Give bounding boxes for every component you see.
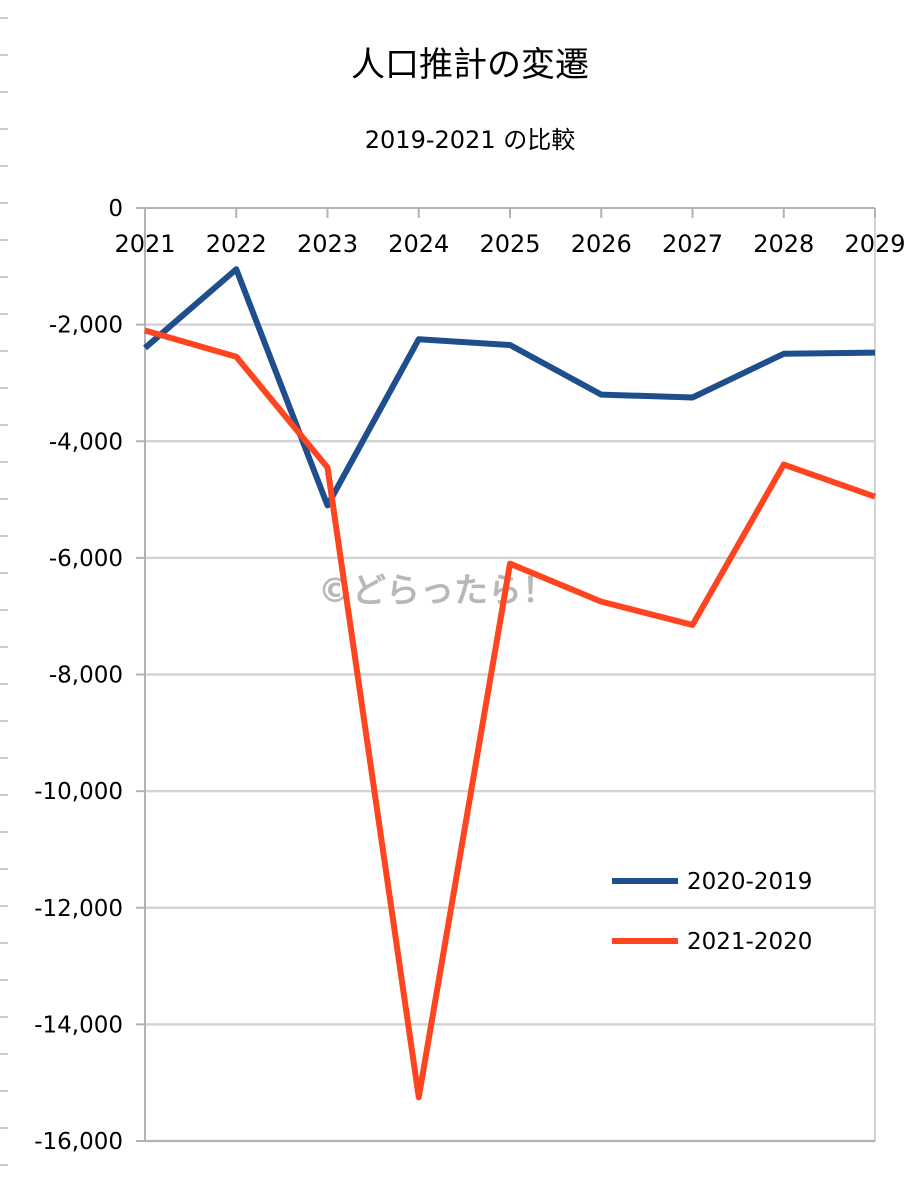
chart-subtitle: 2019-2021 の比較	[365, 126, 575, 154]
series-line-2020-2019	[143, 266, 876, 509]
x-tick-label: 2025	[479, 230, 540, 258]
x-tick-label: 2029	[844, 230, 905, 258]
axes	[144, 207, 876, 1142]
legend-label: 2020-2019	[687, 869, 812, 895]
x-tick-label: 2024	[388, 230, 449, 258]
x-tick-label: 2022	[206, 230, 267, 258]
y-tick-label: -14,000	[34, 1012, 123, 1038]
legend-label: 2021-2020	[687, 929, 812, 955]
y-tick-label: -8,000	[49, 663, 123, 689]
x-tick-label: 2028	[753, 230, 814, 258]
x-axis-ticks: 2021 2022 2023 2024 2025 2026 2027 2028 2029	[114, 208, 906, 258]
x-tick-label: 2027	[662, 230, 723, 258]
series-lines	[143, 266, 876, 1101]
y-tick-label: -6,000	[49, 546, 123, 572]
y-tick-label: -2,000	[49, 313, 123, 339]
y-tick-label: -12,000	[34, 896, 123, 922]
watermark: ©どらったら！	[318, 571, 556, 611]
x-tick-label: 2021	[114, 230, 175, 258]
y-tick-label: -4,000	[49, 429, 123, 455]
x-tick-label: 2026	[571, 230, 632, 258]
y-tick-label: -16,000	[34, 1129, 123, 1155]
chart-title: 人口推計の変遷	[351, 45, 589, 85]
gridlines	[145, 323, 875, 1143]
x-tick-label: 2023	[297, 230, 358, 258]
series-line-2021-2020	[144, 327, 876, 1101]
y-tick-label: 0	[108, 196, 123, 222]
y-tick-label: -10,000	[34, 779, 123, 805]
legend: 2020-2019 2021-2020	[612, 869, 812, 955]
y-axis-ticks: 0 -2,000 -4,000 -6,000 -8,000 -10,000 -12,000 -…	[34, 196, 145, 1155]
left-edge-ruler	[0, 17, 8, 1166]
